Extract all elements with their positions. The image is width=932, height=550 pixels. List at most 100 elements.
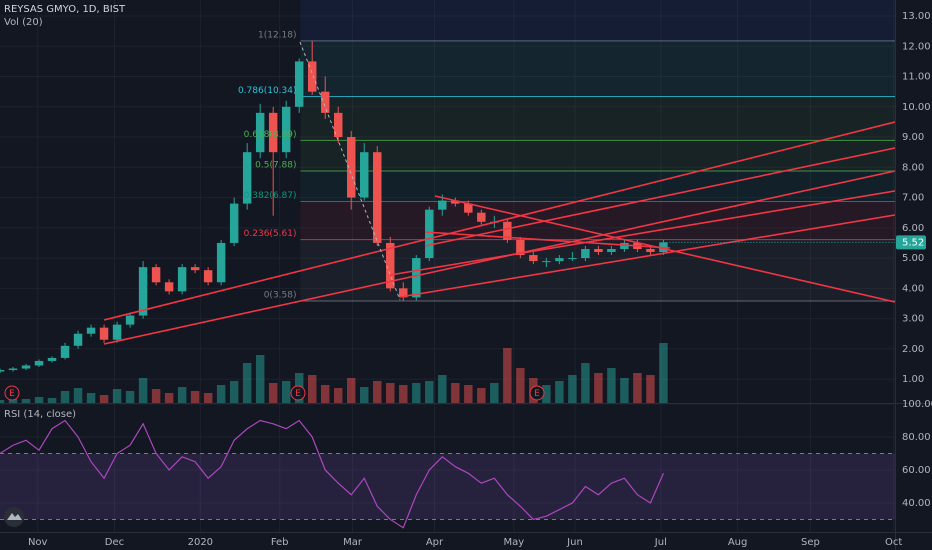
volume-bar [542, 385, 551, 403]
y-tick-label: 2.00 [902, 344, 924, 355]
candle-body [8, 368, 18, 371]
x-tick-label: Aug [728, 537, 748, 548]
earnings-label: E [295, 389, 301, 399]
candle-body [203, 270, 213, 283]
y-tick-label: 13.00 [902, 11, 931, 22]
x-tick-label: 2020 [188, 537, 213, 548]
volume-bar [607, 368, 616, 403]
fib-label: 0(3.58) [264, 291, 297, 301]
volume-bar [438, 375, 447, 403]
volume-bar [633, 373, 642, 403]
candle-body [516, 239, 525, 256]
candle-body [425, 209, 434, 259]
volume-bar [125, 391, 135, 403]
x-tick-label: Jun [566, 537, 583, 548]
volume-bar [425, 381, 434, 403]
candle-body [451, 200, 460, 204]
y-tick-label: 9.00 [902, 132, 924, 143]
volume-bar [216, 385, 226, 403]
y-tick-label: 4.00 [902, 283, 924, 294]
volume-bar [516, 368, 525, 403]
volume-bar [620, 378, 629, 403]
y-tick-label: 8.00 [902, 162, 924, 173]
candle-body [125, 315, 135, 325]
candle-body [21, 365, 31, 369]
candle-body [399, 288, 408, 298]
volume-bar [86, 393, 96, 403]
earnings-marker [4, 385, 20, 401]
volume-bar [203, 393, 213, 403]
candle-body [60, 345, 70, 358]
candle-body [581, 249, 590, 259]
rsi-label: RSI (14, close) [4, 409, 76, 420]
candle-body [255, 112, 265, 153]
volume-bar [0, 400, 5, 403]
rsi-tick-label: 60.00 [902, 465, 931, 476]
x-tick-label: Nov [28, 537, 48, 548]
candle-body [190, 267, 200, 271]
candle-body [229, 203, 239, 243]
candle-body [594, 249, 603, 253]
fib-label: 0.236(5.61) [244, 229, 297, 239]
fib-label: 0.786(10.34) [238, 86, 297, 96]
volume-bar [229, 381, 239, 403]
candle-body [242, 152, 252, 204]
volume-bar [177, 387, 187, 403]
fib-band [300, 96, 895, 141]
candle-body [438, 200, 447, 210]
candle-body [347, 137, 356, 198]
y-tick-label: 10.00 [902, 102, 931, 113]
candle-body [151, 267, 161, 283]
x-tick-label: Sep [801, 537, 820, 548]
candle-body [307, 61, 317, 92]
candle-body [47, 357, 57, 361]
rsi-tick-label: 40.00 [902, 498, 931, 509]
candle-body [112, 324, 122, 340]
volume-bar [281, 381, 291, 403]
candle-body [34, 360, 44, 366]
candle-body [86, 327, 96, 334]
earnings-label: E [9, 389, 15, 399]
volume-bar [333, 388, 343, 403]
fib-label: 0.382(6.87) [244, 191, 297, 201]
volume-bar [164, 393, 174, 403]
volume-bar [594, 373, 603, 403]
y-tick-label: 3.00 [902, 314, 924, 325]
x-tick-label: May [504, 537, 525, 548]
candle-body [568, 258, 577, 260]
x-tick-label: Feb [271, 537, 289, 548]
candle-body [320, 91, 330, 113]
volume-bar [373, 381, 382, 403]
candle-body [607, 249, 616, 253]
candle-body [529, 255, 538, 262]
volume-bar [21, 399, 31, 403]
chart-title: REYSAS GMYO, 1D, BIST [4, 4, 126, 15]
fib-label: 0.618(8.89) [244, 130, 297, 140]
trend-line [424, 147, 896, 247]
candle-body [0, 370, 5, 372]
y-tick-label: 5.00 [902, 253, 924, 264]
volume-bar [34, 397, 44, 403]
candle-body [99, 327, 109, 340]
candle-body [333, 112, 343, 138]
volume-bar [60, 391, 70, 403]
trend-line [389, 190, 896, 276]
volume-bar [268, 383, 278, 403]
fib-trend [299, 41, 401, 301]
rsi-line [0, 419, 664, 529]
volume-bar [659, 343, 668, 403]
candle-body [542, 261, 551, 263]
candle-body [477, 212, 486, 222]
candle-body [360, 152, 369, 198]
volume-bar [646, 375, 655, 403]
volume-bar [47, 398, 57, 403]
x-tick-label: Apr [426, 537, 444, 548]
x-tick-label: Mar [343, 537, 363, 548]
volume-bar [307, 375, 317, 403]
candle-body [177, 267, 187, 292]
volume-bar [464, 385, 473, 403]
volume-bar [412, 383, 421, 403]
candle-body [503, 221, 512, 240]
trend-line [434, 195, 896, 303]
